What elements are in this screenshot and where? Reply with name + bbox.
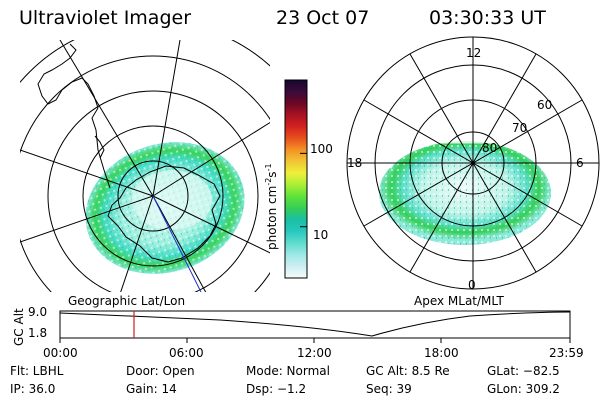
unit-main: photon cm bbox=[265, 185, 279, 250]
status-gc-alt: GC Alt: 8.5 Re bbox=[366, 364, 450, 378]
timeline-xtick-1: 06:00 bbox=[169, 346, 204, 360]
observation-time: 03:30:33 UT bbox=[429, 7, 546, 29]
timeline-ytick-high: 9.0 bbox=[28, 305, 48, 319]
status-dsp: Dsp: −1.2 bbox=[246, 382, 307, 396]
unit-exp1: -2 bbox=[264, 177, 273, 186]
colorbar-ticks bbox=[300, 152, 307, 228]
mlt-spokes bbox=[347, 37, 599, 289]
timeline-axis-label: GC Alt bbox=[12, 308, 26, 346]
status-glat: GLat: −82.5 bbox=[487, 364, 560, 378]
unit-s: s bbox=[265, 171, 279, 178]
timeline-xtick-2: 12:00 bbox=[297, 346, 332, 360]
geographic-map bbox=[20, 40, 270, 292]
timeline-ticks bbox=[59, 338, 571, 343]
colorbar-tick-10: 10 bbox=[313, 228, 329, 242]
status-ip: IP: 36.0 bbox=[10, 382, 56, 396]
timeline-box bbox=[59, 310, 571, 339]
observation-date: 23 Oct 07 bbox=[276, 7, 370, 29]
latitude-circles bbox=[20, 40, 270, 292]
status-door: Door: Open bbox=[126, 364, 195, 378]
status-seq: Seq: 39 bbox=[366, 382, 412, 396]
mag-panel-label: Apex MLat/MLT bbox=[414, 294, 504, 308]
colorbar-tick-100: 100 bbox=[310, 142, 333, 156]
timeline-xtick-3: 18:00 bbox=[424, 346, 459, 360]
colorbar-strip bbox=[284, 79, 308, 279]
instrument-title: Ultraviolet Imager bbox=[19, 7, 192, 29]
meridian-lines bbox=[20, 40, 270, 292]
altitude-curve bbox=[59, 311, 571, 337]
status-mode: Mode: Normal bbox=[246, 364, 330, 378]
status-gain: Gain: 14 bbox=[126, 382, 177, 396]
mlt-label-0: 0 bbox=[468, 278, 476, 292]
satellite-track bbox=[152, 195, 202, 292]
mlat-label-70: 70 bbox=[512, 121, 528, 135]
south-america-coastline bbox=[37, 43, 111, 189]
mlt-label-18: 18 bbox=[347, 156, 363, 170]
timeline-xtick-4: 23:59 bbox=[549, 346, 584, 360]
timeline-ytick-low: 1.8 bbox=[28, 326, 48, 340]
status-filter: Flt: LBHL bbox=[10, 364, 64, 378]
mlat-label-80: 80 bbox=[482, 141, 498, 155]
mlat-label-60: 60 bbox=[537, 98, 553, 112]
orbit-timeline bbox=[59, 310, 571, 343]
mlt-label-12: 12 bbox=[466, 46, 482, 60]
mlt-label-6: 6 bbox=[576, 156, 584, 170]
geo-panel-label: Geographic Lat/Lon bbox=[68, 294, 186, 308]
status-glon: GLon: 309.2 bbox=[487, 382, 560, 396]
colorbar-unit-label: photon cm-2s-1 bbox=[264, 163, 279, 250]
timeline-xtick-0: 00:00 bbox=[43, 346, 78, 360]
magnetic-map bbox=[346, 36, 600, 290]
unit-exp2: -1 bbox=[264, 163, 273, 172]
colorbar bbox=[284, 79, 308, 279]
